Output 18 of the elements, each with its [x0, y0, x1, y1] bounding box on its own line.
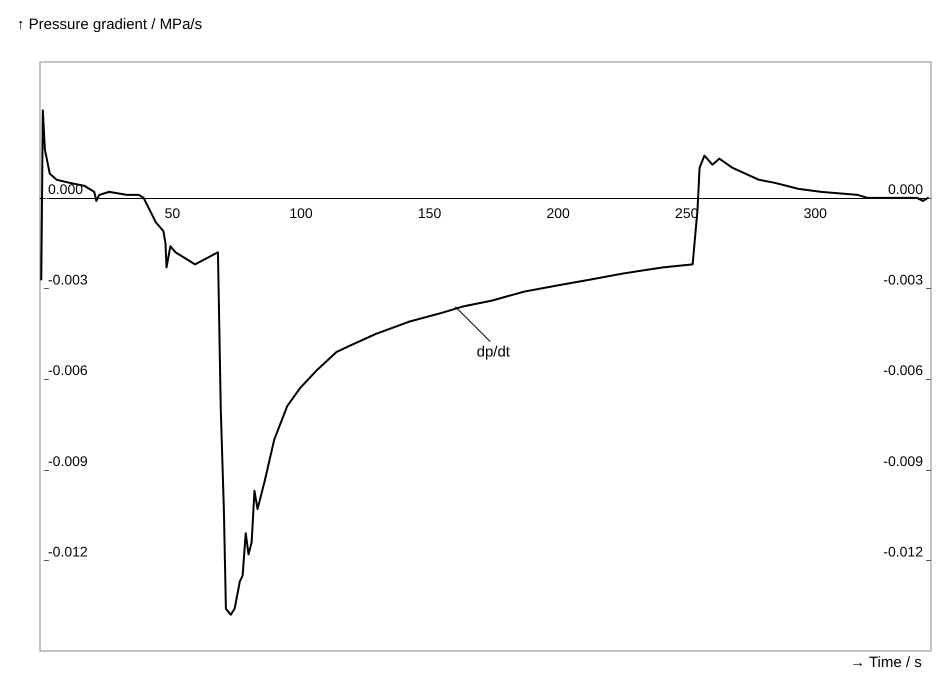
y2-tick-label: 0.000	[888, 180, 924, 197]
y-tick-label: -0.009	[48, 452, 88, 469]
x-tick-label: 200	[546, 204, 570, 221]
y2-tick-label: -0.009	[883, 452, 924, 469]
y-tick-label: -0.003	[48, 272, 88, 288]
annotation: dp/dt	[476, 344, 511, 361]
y2-tick-label: -0.006	[883, 362, 924, 378]
y-tick-label: 0.000	[48, 180, 84, 197]
y-axis-title: ↑ Pressure gradient / MPa/s	[17, 16, 202, 33]
y2-tick-label: -0.003	[883, 272, 924, 288]
y-tick-label: -0.012	[48, 543, 88, 560]
x-axis-title: → Time / s	[850, 654, 922, 671]
y2-tick-label: -0.012	[883, 543, 924, 560]
y-tick-label: -0.006	[48, 362, 88, 378]
x-tick-label: 300	[804, 204, 828, 221]
x-tick-label: 100	[289, 204, 313, 221]
x-tick-label: 150	[418, 204, 442, 221]
x-tick-label: 50	[164, 204, 180, 221]
